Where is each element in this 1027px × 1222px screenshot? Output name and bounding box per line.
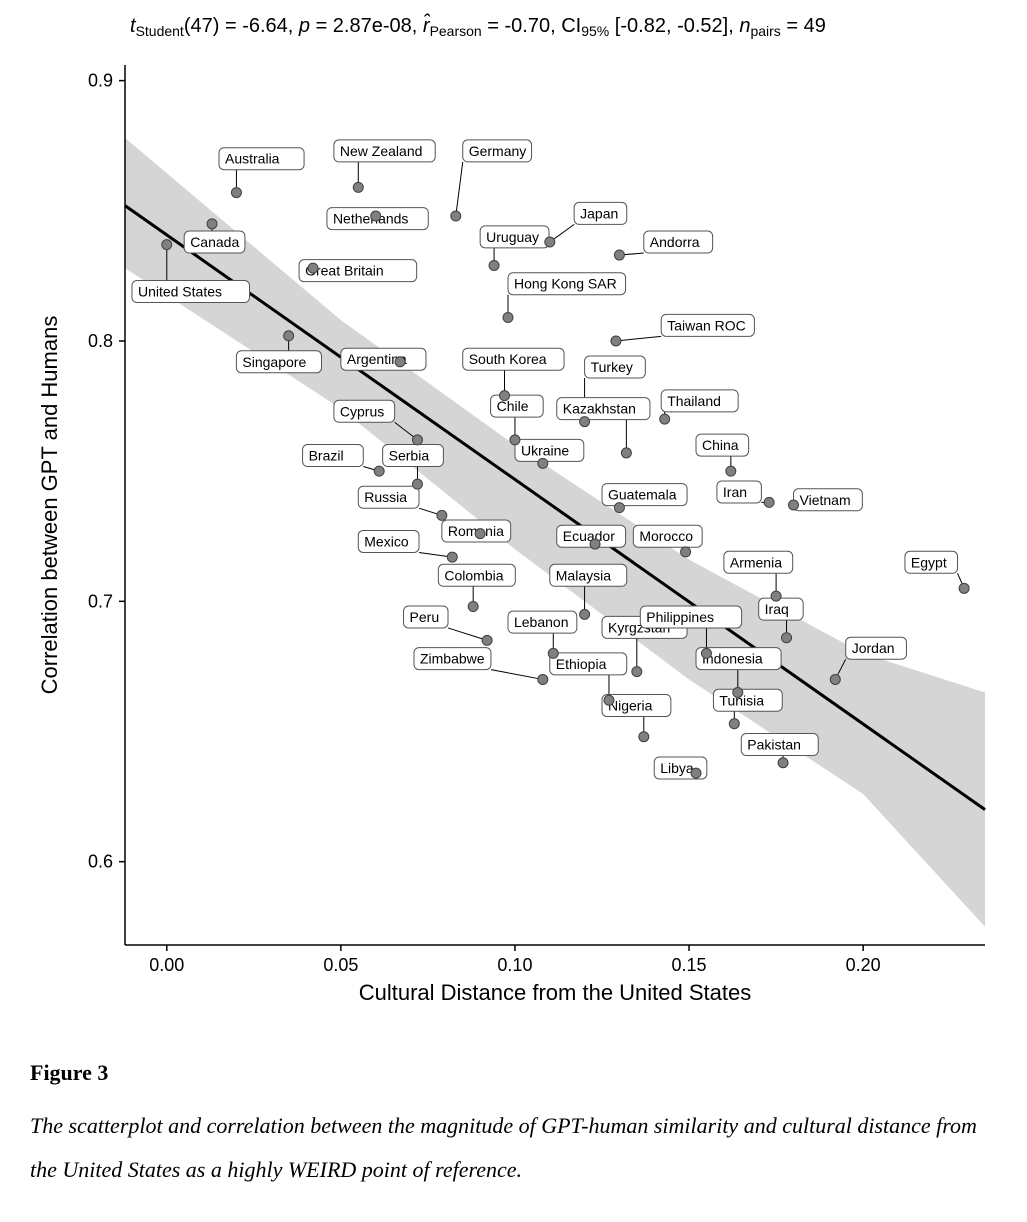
figure-label: Figure 3 [30,1060,997,1086]
svg-text:Brazil: Brazil [309,448,344,464]
svg-text:Guatemala: Guatemala [608,487,677,503]
svg-text:Zimbabwe: Zimbabwe [420,651,485,667]
svg-text:New Zealand: New Zealand [340,143,423,159]
svg-text:Morocco: Morocco [639,528,693,544]
svg-text:Germany: Germany [469,143,527,159]
svg-text:Iran: Iran [723,484,747,500]
svg-text:Colombia: Colombia [444,567,503,583]
svg-text:Ukraine: Ukraine [521,442,569,458]
svg-text:0.9: 0.9 [88,71,113,91]
svg-text:0.7: 0.7 [88,591,113,611]
svg-text:Turkey: Turkey [591,359,633,375]
svg-text:Mexico: Mexico [364,533,409,549]
svg-text:Russia: Russia [364,489,407,505]
svg-text:0.15: 0.15 [672,955,707,975]
svg-text:Philippines: Philippines [646,609,714,625]
svg-text:Kazakhstan: Kazakhstan [563,401,636,417]
svg-text:Lebanon: Lebanon [514,614,569,630]
svg-text:0.20: 0.20 [846,955,881,975]
svg-text:Cultural Distance from the Uni: Cultural Distance from the United States [359,980,752,1005]
svg-text:Uruguay: Uruguay [486,229,539,245]
svg-text:Taiwan ROC: Taiwan ROC [667,317,746,333]
svg-text:Malaysia: Malaysia [556,567,611,583]
svg-text:Australia: Australia [225,151,280,167]
svg-text:Hong Kong SAR: Hong Kong SAR [514,276,617,292]
svg-text:Japan: Japan [580,205,618,221]
svg-text:0.10: 0.10 [497,955,532,975]
svg-text:Armenia: Armenia [730,554,782,570]
svg-text:Ethiopia: Ethiopia [556,656,607,672]
svg-text:Netherlands: Netherlands [333,211,409,227]
svg-text:Nigeria: Nigeria [608,697,653,713]
figure-caption-text: The scatterplot and correlation between … [30,1104,997,1192]
page-root: { "chart": { "type": "scatter", "title_s… [0,0,1027,1222]
svg-text:Jordan: Jordan [852,640,895,656]
svg-text:Correlation between GPT and Hu: Correlation between GPT and Humans [37,316,62,695]
svg-text:Cyprus: Cyprus [340,403,384,419]
svg-text:Vietnam: Vietnam [800,492,851,508]
svg-text:Andorra: Andorra [650,234,700,250]
svg-text:Egypt: Egypt [911,554,947,570]
svg-text:South Korea: South Korea [469,351,547,367]
svg-text:Canada: Canada [190,234,239,250]
svg-text:Pakistan: Pakistan [747,737,801,753]
svg-text:Ecuador: Ecuador [563,528,615,544]
scatter-chart: 0.00 0.05 0.10 0.15 0.20 0.6 0.7 0.8 0.9 Cultural… [30,10,997,1020]
figure-caption-block: Figure 3 The scatterplot and correlation… [30,1060,997,1192]
svg-text:0.6: 0.6 [88,852,113,872]
svg-text:Serbia: Serbia [389,448,430,464]
svg-text:United States: United States [138,284,222,300]
chart-svg: 0.00 0.05 0.10 0.15 0.20 0.6 0.7 0.8 0.9 Cultural… [30,10,997,1020]
svg-text:0.00: 0.00 [149,955,184,975]
svg-text:China: China [702,437,739,453]
svg-text:0.8: 0.8 [88,331,113,351]
svg-text:Chile: Chile [497,398,529,414]
svg-text:0.05: 0.05 [323,955,358,975]
svg-text:Thailand: Thailand [667,393,721,409]
svg-text:Peru: Peru [410,609,440,625]
svg-text:Singapore: Singapore [242,354,306,370]
svg-text:Libya: Libya [660,760,694,776]
svg-text:Iraq: Iraq [765,601,789,617]
